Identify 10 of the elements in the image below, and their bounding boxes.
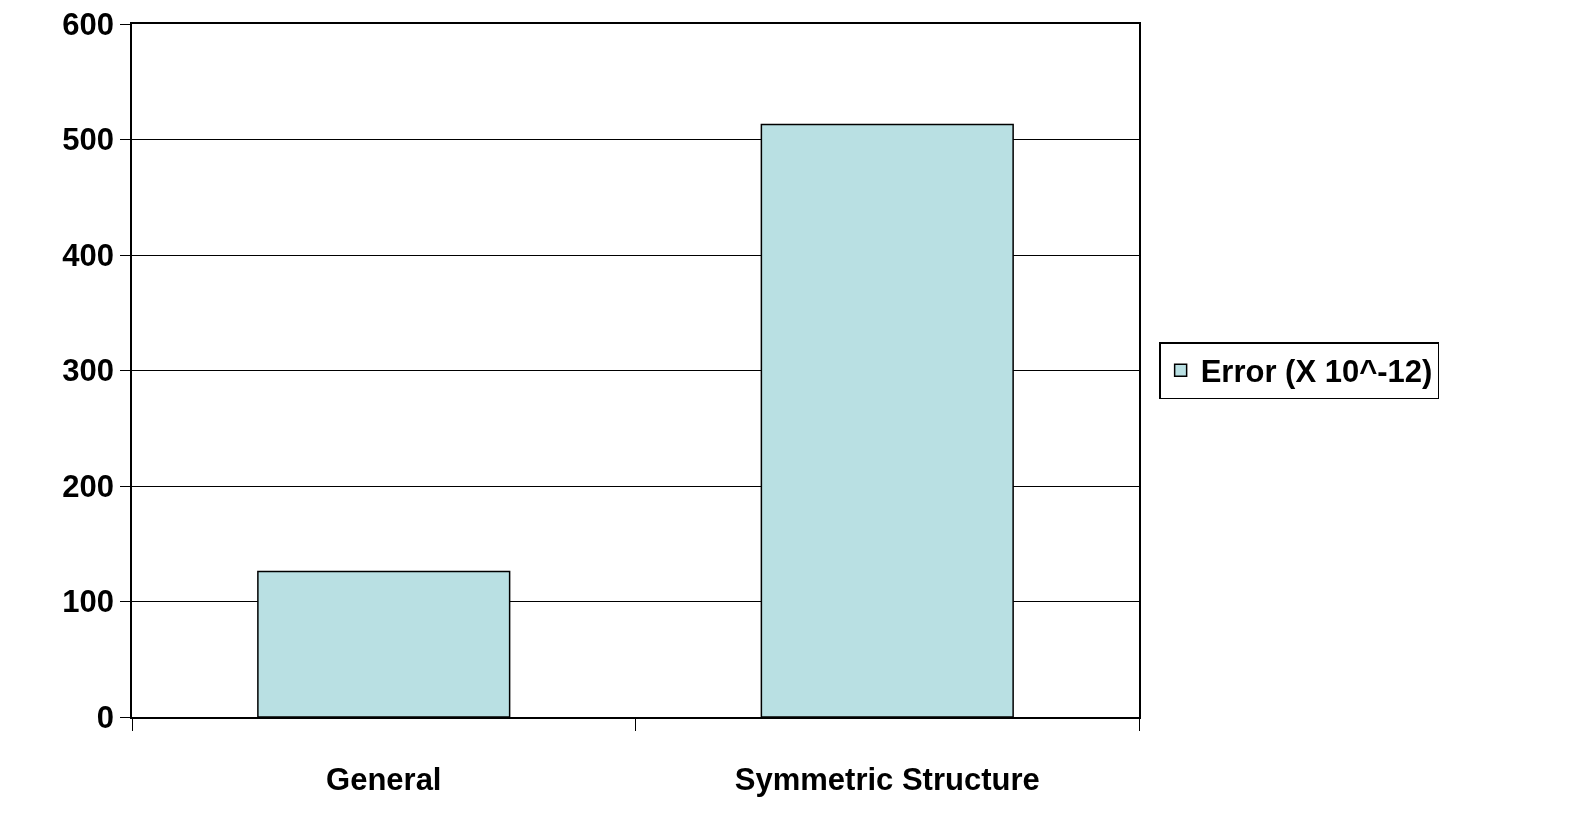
y-tick-label: 500 <box>62 122 115 158</box>
y-tick-label: 200 <box>62 468 115 504</box>
y-tick-label: 400 <box>62 237 115 273</box>
y-tick-label: 100 <box>62 584 115 620</box>
y-tick-label: 300 <box>62 353 115 389</box>
x-tick-label: General <box>326 761 442 797</box>
y-tick-label: 0 <box>96 699 115 735</box>
legend-label: Error (X 10^-12) <box>1200 354 1433 390</box>
y-tick-label: 600 <box>62 6 115 42</box>
x-tick-label: Symmetric Structure <box>734 761 1040 797</box>
